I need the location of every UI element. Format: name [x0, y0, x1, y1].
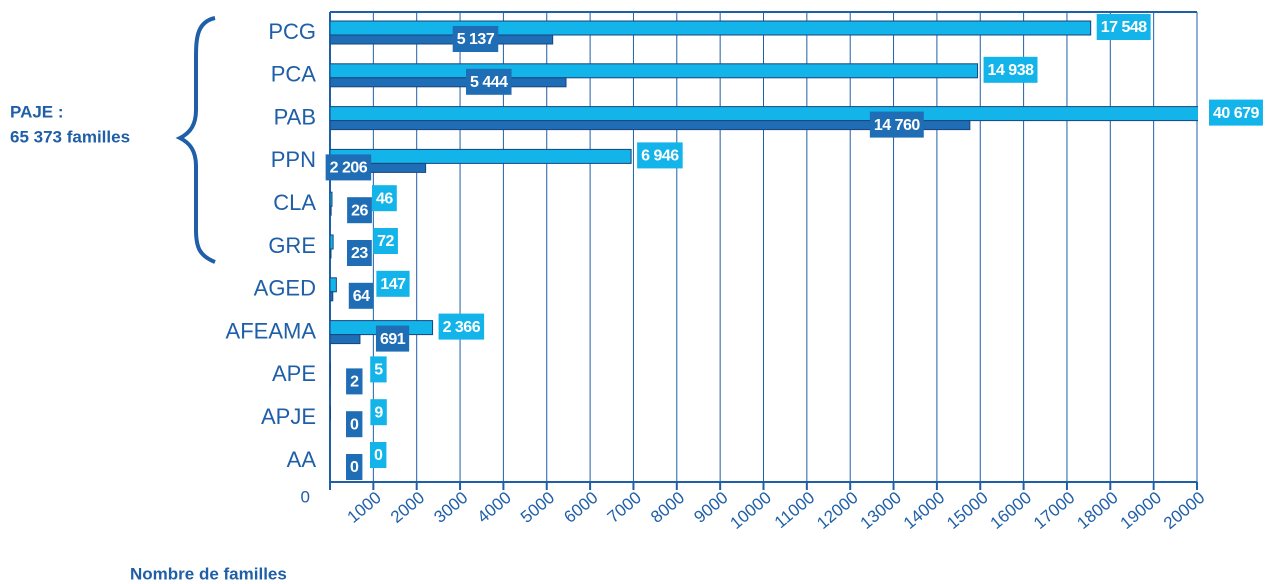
brace: [175, 16, 216, 264]
x-tick-label: 0: [301, 487, 310, 506]
x-tick-label: 11000: [771, 488, 818, 532]
value-label: 691: [380, 331, 406, 348]
x-axis-label: Nombre de familles: [130, 564, 287, 583]
value-label: 26: [351, 202, 368, 219]
annotation: 65 373 familles: [10, 127, 130, 146]
value-label: 5 444: [470, 74, 508, 91]
value-label-box: [346, 454, 363, 480]
value-label-box: [983, 56, 1038, 83]
bar: [330, 277, 337, 293]
x-tick-label: 5000: [517, 488, 558, 527]
value-label-box: [1209, 99, 1263, 126]
value-label-box: [373, 228, 398, 254]
x-tick-label: 6000: [560, 488, 601, 527]
value-label: 2: [350, 374, 359, 391]
value-label: 17 548: [1101, 19, 1148, 36]
x-tick-label: 14000: [900, 488, 948, 533]
value-label-box: [637, 142, 683, 169]
y-tick-label: APE: [272, 361, 316, 386]
bar: [330, 106, 1198, 122]
x-tick-label: 20000: [1160, 488, 1208, 533]
value-label-box: [438, 313, 485, 340]
value-label-box: [869, 111, 924, 138]
x-tick-label: 10000: [727, 488, 775, 533]
value-label-box: [465, 68, 512, 95]
value-label: 9: [374, 404, 383, 421]
x-tick-label: 8000: [647, 488, 688, 527]
value-label: 14 760: [874, 117, 921, 134]
x-tick-label: 1000: [344, 488, 385, 527]
y-tick-label: PCA: [271, 62, 317, 87]
x-tick-label: 3000: [430, 488, 471, 527]
y-tick-label: APJE: [261, 404, 316, 429]
x-tick-label: 9000: [690, 488, 731, 527]
bar: [330, 248, 332, 259]
value-label: 5 137: [457, 31, 495, 48]
value-label: 0: [350, 416, 359, 433]
bar: [330, 120, 971, 131]
value-label-box: [370, 356, 387, 383]
value-label-box: [376, 270, 410, 297]
value-label-box: [346, 368, 363, 395]
y-tick-label: PCG: [268, 19, 316, 44]
value-label: 64: [353, 288, 370, 305]
value-label-box: [371, 185, 397, 212]
value-label: 0: [350, 459, 359, 476]
bar: [330, 63, 979, 79]
value-label: 0: [374, 447, 383, 464]
value-label: 23: [351, 245, 368, 262]
value-label: 2 206: [330, 160, 368, 177]
value-label-box: [1096, 14, 1151, 40]
bar: [330, 77, 567, 88]
x-tick-label: 19000: [1117, 488, 1165, 533]
bar: [330, 334, 361, 345]
value-label: 46: [376, 190, 393, 207]
x-tick-label: 7000: [604, 488, 645, 527]
value-label-box: [347, 197, 372, 224]
x-tick-label: 15000: [943, 488, 991, 533]
bar: [330, 148, 632, 164]
annotation: PAJE :: [10, 102, 64, 121]
value-label: 14 938: [988, 62, 1035, 79]
y-tick-label: PPN: [271, 147, 316, 172]
bar: [330, 291, 334, 302]
value-label: 40 679: [1213, 105, 1260, 122]
value-label-box: [346, 240, 372, 266]
value-label: 5: [374, 362, 383, 379]
y-tick-label: AA: [287, 447, 317, 472]
value-label-box: [370, 442, 387, 468]
bar: [330, 162, 427, 173]
bar: [330, 234, 334, 250]
x-tick-label: 18000: [1073, 488, 1121, 533]
y-tick-label: GRE: [268, 233, 316, 258]
value-label-box: [346, 411, 363, 438]
bar: [330, 205, 332, 216]
value-label-box: [348, 282, 374, 309]
bar: [330, 34, 554, 45]
value-label-box: [375, 325, 410, 352]
value-label-box: [452, 26, 499, 52]
x-tick-label: 12000: [813, 488, 861, 533]
bar: [330, 20, 1092, 36]
y-tick-label: AFEAMA: [226, 318, 317, 343]
value-label: 147: [380, 276, 406, 293]
x-tick-label: 13000: [857, 488, 905, 533]
y-tick-label: CLA: [273, 190, 316, 215]
value-label: 2 366: [443, 319, 481, 336]
y-tick-label: AGED: [254, 276, 316, 301]
bar: [330, 191, 333, 207]
value-label: 72: [377, 233, 394, 250]
y-tick-label: PAB: [274, 104, 316, 129]
x-tick-label: 2000: [387, 488, 428, 527]
x-tick-label: 16000: [987, 488, 1035, 533]
x-tick-label: 4000: [474, 488, 515, 527]
value-label-box: [325, 154, 372, 181]
x-tick-label: 17000: [1030, 488, 1078, 533]
value-label: 6 946: [641, 148, 679, 165]
value-label-box: [370, 399, 387, 426]
